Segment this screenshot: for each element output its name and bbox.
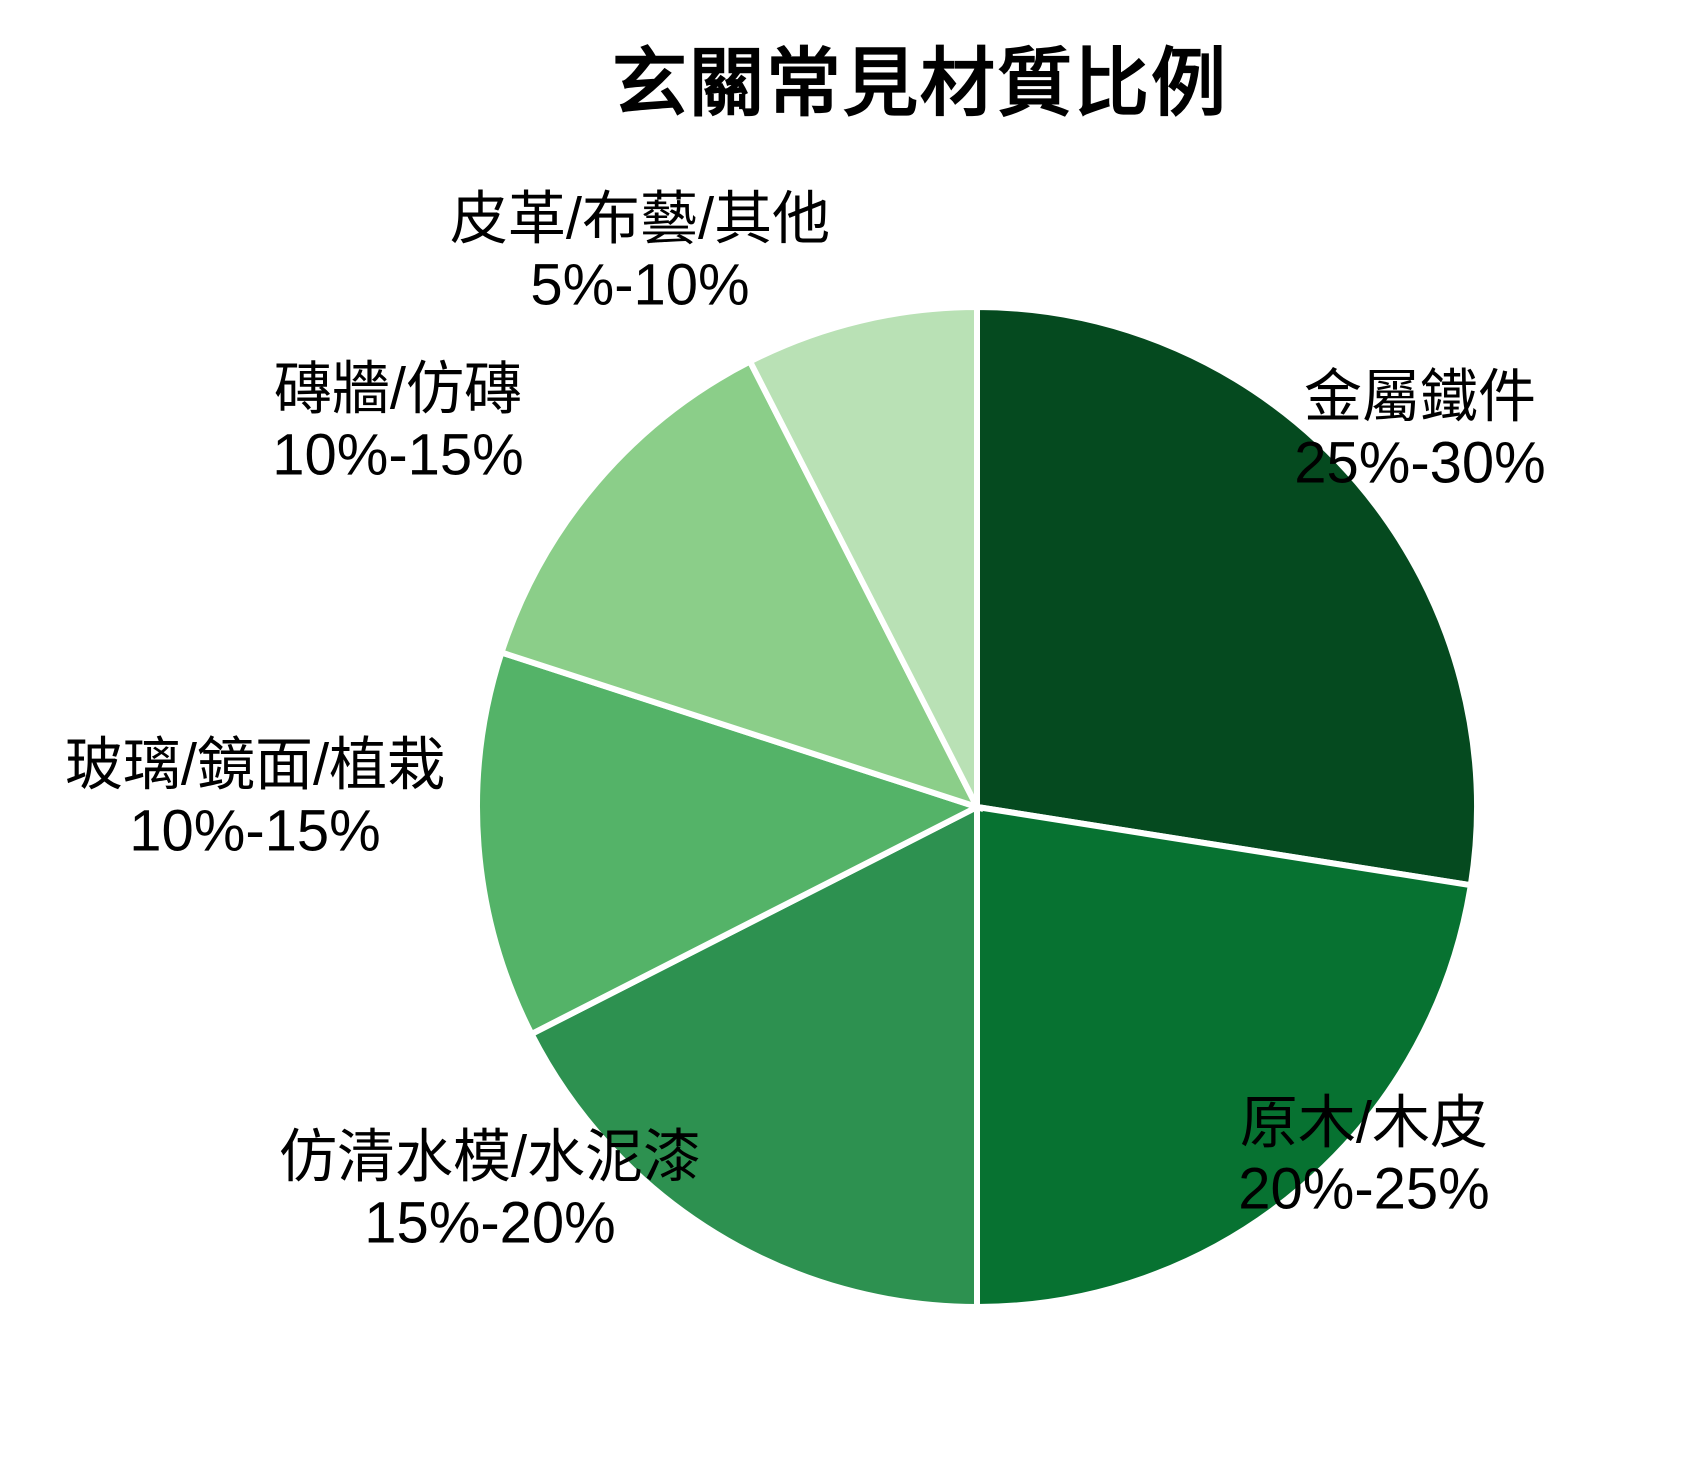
slice-label-range: 10%-15% xyxy=(129,798,381,863)
slice-label-6: 皮革/布藝/其他 5%-10% xyxy=(450,186,830,317)
pie-slice-4 xyxy=(474,648,985,1039)
slice-label-name: 磚牆/仿磚 xyxy=(273,356,523,422)
slice-label-5: 磚牆/仿磚 10%-15% xyxy=(272,356,523,487)
pie-slice-5 xyxy=(497,357,983,813)
slice-label-range: 5%-10% xyxy=(530,252,750,317)
slice-label-1: 金屬鐵件 25%-30% xyxy=(1294,364,1545,495)
slice-label-range: 15%-20% xyxy=(364,1190,616,1255)
slice-label-2: 原木/木皮 20%-25% xyxy=(1238,1090,1489,1221)
pie-slice-1 xyxy=(974,303,1480,889)
slice-label-range: 25%-30% xyxy=(1294,430,1546,495)
slice-label-name: 玻璃/鏡面/植栽 xyxy=(64,732,446,798)
slice-label-name: 皮革/布藝/其他 xyxy=(449,186,831,252)
slice-label-name: 仿清水模/水泥漆 xyxy=(278,1124,702,1190)
slice-label-3: 仿清水模/水泥漆 15%-20% xyxy=(279,1124,701,1255)
pie-slice-6 xyxy=(745,303,980,809)
pie-slice-2 xyxy=(974,803,1475,1311)
slice-label-4: 玻璃/鏡面/植栽 10%-15% xyxy=(65,732,445,863)
pie-slice-3 xyxy=(527,802,980,1311)
slice-label-name: 金屬鐵件 xyxy=(1303,364,1537,430)
slice-label-range: 10%-15% xyxy=(272,422,524,487)
slice-label-name: 原木/木皮 xyxy=(1239,1090,1489,1156)
slice-label-range: 20%-25% xyxy=(1238,1156,1490,1221)
chart-title: 玄關常見材質比例 xyxy=(611,41,1229,125)
